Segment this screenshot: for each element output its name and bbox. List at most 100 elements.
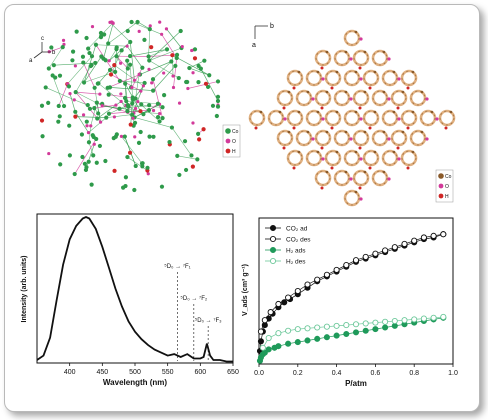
mof-network [248, 29, 456, 207]
crystal-atom [140, 164, 145, 169]
crystal-bond [98, 69, 111, 84]
crystal-atom [203, 81, 209, 86]
crystal-atom [155, 115, 161, 120]
crystal-atom [174, 52, 180, 57]
mof-oxygen-atom [349, 97, 353, 101]
crystal-atom [151, 88, 156, 93]
crystal-atom [132, 120, 138, 126]
isotherm-x-tick-label: 0.2 [293, 370, 303, 377]
crystal-atom [127, 53, 133, 59]
crystal-bond [82, 62, 95, 88]
mof-pore-bonds [353, 50, 369, 66]
isotherm-data-point [352, 321, 360, 328]
crystal-atom [67, 153, 72, 158]
crystal-bond [108, 48, 117, 61]
crystal-atom [85, 102, 90, 108]
isotherm-x-axis-label: P/atm [345, 379, 367, 388]
mof-oxygen-atom [311, 97, 315, 101]
crystal-bond [114, 47, 118, 72]
mof-cobalt-atom [335, 150, 339, 154]
crystal-atom [183, 167, 189, 173]
isotherm-x-tick-label: 0.4 [332, 370, 342, 377]
crystal-bond [148, 49, 168, 57]
crystal-atom [121, 185, 126, 190]
crystal-atom [125, 66, 130, 71]
isotherm-data-point [362, 253, 369, 260]
crystal-atom [88, 63, 93, 69]
crystal-atom [107, 59, 111, 63]
mof-pore-bonds [277, 130, 293, 146]
crystal-atom [191, 71, 195, 75]
crystal-bond [121, 136, 143, 164]
crystal-atom [147, 67, 151, 71]
mof-oxygen-atom [321, 77, 325, 81]
mof-cobalt-atom [363, 90, 367, 94]
mof-legend-co-swatch [438, 173, 444, 179]
crystal-atom [86, 140, 92, 145]
spectrum-x-axis-label: Wavelength (nm) [103, 378, 167, 387]
crystal-atom [106, 111, 112, 116]
isotherm-data-point [267, 309, 274, 316]
mof-cobalt-atom [382, 130, 386, 134]
crystal-axis-c: c [41, 36, 44, 42]
isotherm-data-point [304, 281, 311, 288]
isotherm-data-point [411, 237, 418, 244]
mof-oxygen-atom [359, 197, 363, 201]
mof-cobalt-atom [420, 130, 424, 134]
mof-cobalt-atom [287, 90, 291, 94]
crystal-bond [134, 117, 173, 128]
mof-cobalt-atom [278, 110, 282, 114]
mof-pore-bonds [306, 150, 322, 166]
crystal-atom [133, 135, 137, 139]
mof-oxygen-atom [387, 97, 391, 101]
isotherm-data-point [401, 240, 408, 248]
crystal-atom [185, 79, 190, 85]
crystal-bond [74, 99, 88, 106]
mof-cobalt-atom [354, 110, 358, 114]
crystal-bond [52, 75, 65, 107]
mof-hydrogen-atom [368, 86, 372, 90]
crystal-bond [189, 67, 210, 76]
crystal-atom [94, 100, 99, 105]
crystal-atom [92, 85, 97, 90]
crystal-atom [117, 78, 122, 84]
crystal-atom [107, 85, 113, 90]
mof-oxygen-atom [387, 57, 391, 61]
mof-oxygen-atom [283, 117, 287, 121]
crystal-atom [43, 85, 48, 90]
mof-cobalt-atom [287, 130, 291, 134]
crystal-bond [108, 21, 138, 44]
crystal-atom [80, 54, 86, 59]
mof-pore-bonds [306, 70, 322, 86]
mof-pore-bonds [363, 150, 379, 166]
crystal-atom [81, 113, 86, 117]
crystal-atom [162, 92, 167, 98]
crystal-atom [113, 69, 118, 74]
crystal-atom [90, 25, 95, 29]
crystal-atom [142, 80, 147, 86]
crystal-atom [70, 58, 75, 63]
crystal-atom [73, 114, 78, 119]
mof-cobalt-atom [344, 170, 348, 174]
isotherm-data-point [430, 232, 437, 239]
mof-oxygen-atom [359, 157, 363, 161]
crystal-atom [215, 98, 221, 104]
crystal-atom [130, 85, 134, 90]
crystal-atom [131, 116, 135, 120]
crystal-atom [129, 19, 134, 25]
spectrum-annotation-label: ⁵D₀ → ⁷F₃ [195, 317, 222, 324]
mof-pore-bonds [372, 50, 388, 66]
isotherm-data-point [333, 322, 340, 329]
mof-cobalt-atom [325, 130, 329, 134]
mof-hydrogen-atom [358, 146, 362, 150]
crystal-atom [56, 103, 61, 109]
crystal-atom [73, 90, 78, 95]
mof-pore-bonds [334, 130, 350, 146]
sorption-isotherm-chart: 0.0 0.2 0.4 0.6 0.8 1.0 CO₂ ad CO₂ des H₂ ads H₂… [242, 217, 458, 388]
isotherm-data-point [261, 317, 268, 324]
crystal-atom [81, 60, 86, 65]
crystal-atom [89, 54, 95, 59]
mof-hydrogen-atom [396, 106, 400, 110]
